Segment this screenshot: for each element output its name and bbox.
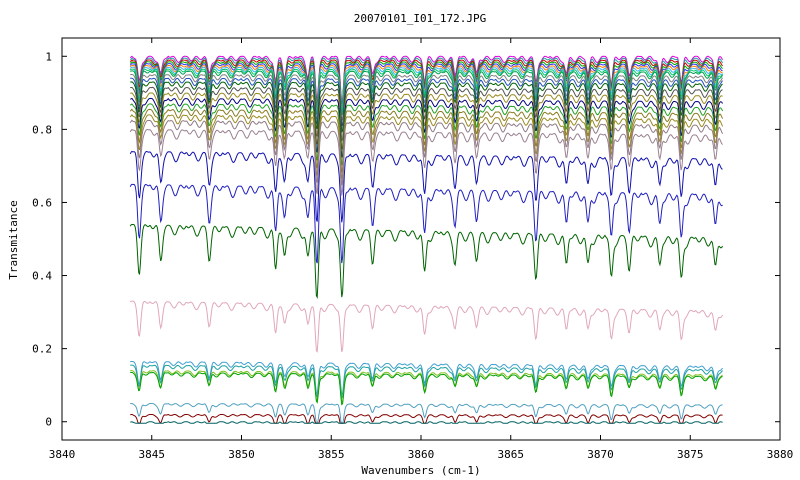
series-group — [129, 55, 724, 424]
x-tick-label: 3850 — [228, 448, 255, 461]
spectrum-series-line — [129, 300, 723, 353]
spectrum-series-line — [130, 402, 723, 424]
y-tick-label: 0.8 — [32, 123, 52, 136]
spectrum-series-line — [129, 223, 723, 300]
y-tick-label: 0.6 — [32, 196, 52, 209]
spectrum-series-line — [129, 119, 724, 186]
y-tick-label: 0.4 — [32, 270, 52, 283]
spectrum-series-line — [130, 371, 723, 406]
x-tick-label: 3870 — [587, 448, 614, 461]
spectrum-series-line — [130, 360, 723, 397]
spectrum-series-line — [129, 183, 723, 264]
x-axis-label: Wavenumbers (cm-1) — [361, 464, 480, 477]
x-tick-label: 3860 — [408, 448, 435, 461]
x-tick-label: 3865 — [498, 448, 525, 461]
spectrum-series-line — [130, 74, 723, 122]
x-tick-label: 3840 — [49, 448, 76, 461]
y-tick-label: 0.2 — [32, 343, 52, 356]
spectrum-series-line — [130, 81, 723, 134]
y-axis-label: Transmitance — [7, 200, 20, 279]
spectrum-series-line — [130, 86, 723, 143]
spectrum-series-line — [130, 77, 723, 128]
x-tick-label: 3875 — [677, 448, 704, 461]
spectrum-series-line — [129, 128, 723, 196]
spectrum-series-line — [130, 364, 723, 399]
y-tick-label: 0 — [45, 416, 52, 429]
y-axis-ticks: 0 0.2 0.4 0.6 0.8 1 — [32, 50, 780, 429]
spectrum-series-line — [129, 150, 723, 223]
y-tick-label: 1 — [45, 50, 52, 63]
chart-title: 20070101_I01_172.JPG — [354, 12, 486, 25]
x-tick-label: 3845 — [139, 448, 166, 461]
x-axis-ticks: 3840 3845 3850 3855 3860 3865 3870 3875 3880 — [49, 38, 794, 461]
x-tick-label: 3855 — [318, 448, 345, 461]
x-tick-label: 3880 — [767, 448, 794, 461]
spectrum-series-line — [130, 413, 723, 424]
spectrum-series-line — [130, 92, 723, 150]
spectrum-series-line — [129, 70, 723, 116]
spectrum-series-line — [130, 421, 723, 424]
